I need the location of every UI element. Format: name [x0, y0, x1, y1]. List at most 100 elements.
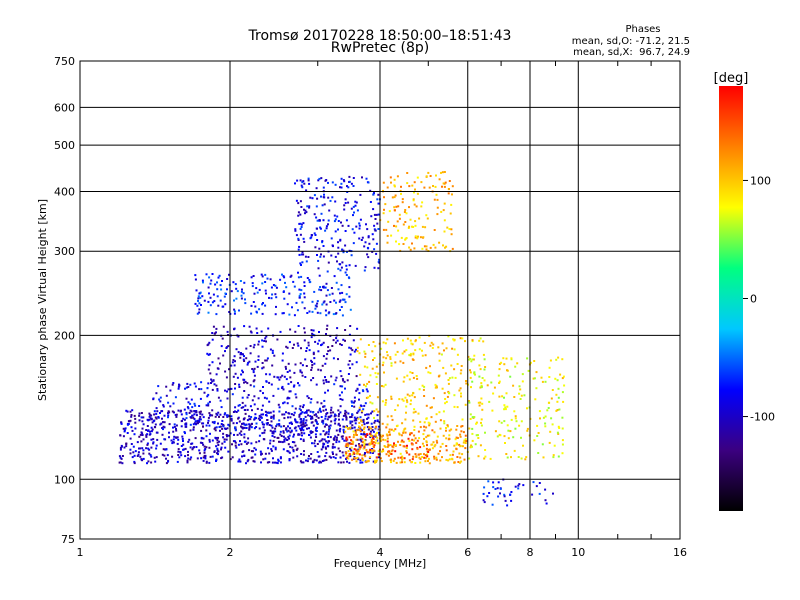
data-point: [340, 186, 343, 189]
data-point: [203, 454, 206, 457]
colorbar-title: [deg]: [714, 71, 749, 86]
data-point: [262, 413, 265, 416]
data-point: [419, 446, 422, 449]
data-point: [367, 416, 370, 419]
data-point: [478, 375, 481, 378]
data-point: [136, 441, 139, 444]
data-point: [343, 208, 346, 211]
data-point: [391, 449, 394, 452]
data-point: [165, 394, 168, 397]
data-point: [313, 414, 316, 417]
data-point: [394, 450, 397, 453]
data-point: [125, 442, 128, 445]
data-point: [358, 408, 361, 411]
data-point: [305, 365, 308, 367]
data-point: [350, 182, 353, 185]
data-point: [544, 425, 547, 428]
data-point: [477, 401, 480, 404]
data-point: [390, 415, 393, 418]
data-point: [555, 358, 558, 361]
data-point: [268, 381, 271, 384]
data-point: [312, 411, 315, 414]
data-point: [185, 397, 188, 400]
data-point: [369, 436, 372, 439]
data-point: [209, 414, 211, 417]
data-point: [469, 376, 472, 379]
data-point: [265, 340, 267, 343]
data-point: [205, 461, 208, 464]
data-point: [321, 343, 324, 346]
data-point: [446, 395, 449, 398]
data-point: [332, 453, 334, 455]
x-tick-label: 16: [673, 546, 687, 559]
data-point: [372, 441, 375, 443]
data-point: [275, 286, 278, 289]
data-point: [307, 414, 310, 417]
data-point: [390, 234, 393, 237]
data-point: [276, 338, 279, 341]
data-point: [274, 461, 276, 464]
data-point: [284, 365, 287, 368]
data-point: [286, 303, 289, 306]
data-point: [438, 241, 441, 244]
data-point: [204, 448, 207, 450]
data-point: [456, 353, 459, 356]
data-point: [405, 405, 408, 408]
data-point: [298, 253, 301, 256]
data-point: [287, 435, 290, 438]
data-point: [323, 405, 326, 408]
data-point: [365, 422, 368, 425]
data-point: [255, 327, 258, 330]
data-point: [310, 336, 313, 339]
data-point: [232, 411, 235, 413]
data-point: [186, 382, 189, 385]
data-point: [312, 329, 315, 332]
data-point: [469, 369, 471, 372]
data-point: [358, 227, 361, 230]
data-point: [409, 248, 412, 251]
data-point: [532, 377, 535, 380]
data-point: [333, 437, 336, 440]
data-point: [150, 461, 153, 464]
data-point: [432, 185, 434, 187]
data-point: [427, 457, 430, 460]
data-point: [301, 374, 304, 377]
data-point: [359, 438, 362, 441]
data-point: [401, 201, 404, 204]
data-point: [311, 415, 314, 418]
data-point: [258, 288, 261, 291]
data-point: [482, 499, 485, 502]
data-point: [121, 462, 124, 465]
data-point: [285, 411, 287, 414]
data-point: [297, 325, 300, 327]
data-point: [406, 374, 409, 377]
data-point: [187, 440, 190, 443]
data-point: [367, 235, 370, 238]
data-point: [484, 449, 487, 451]
data-point: [429, 344, 432, 347]
data-point: [168, 431, 170, 434]
data-point: [526, 427, 529, 430]
data-point: [430, 416, 433, 419]
data-point: [320, 212, 323, 215]
data-point: [180, 413, 183, 416]
data-point: [285, 367, 287, 370]
data-point: [156, 438, 159, 441]
data-point: [373, 357, 376, 359]
data-point: [321, 460, 324, 462]
data-point: [375, 213, 378, 216]
data-point: [187, 386, 190, 388]
data-point: [475, 421, 478, 424]
data-point: [421, 456, 424, 458]
data-point: [195, 410, 198, 413]
data-point: [242, 418, 245, 421]
data-point: [366, 426, 369, 428]
data-point: [371, 410, 374, 413]
data-point: [446, 226, 449, 229]
data-point: [316, 219, 319, 222]
data-point: [190, 456, 193, 459]
data-point: [405, 212, 408, 215]
data-point: [354, 264, 357, 267]
data-point: [213, 383, 216, 386]
data-point: [340, 266, 343, 269]
